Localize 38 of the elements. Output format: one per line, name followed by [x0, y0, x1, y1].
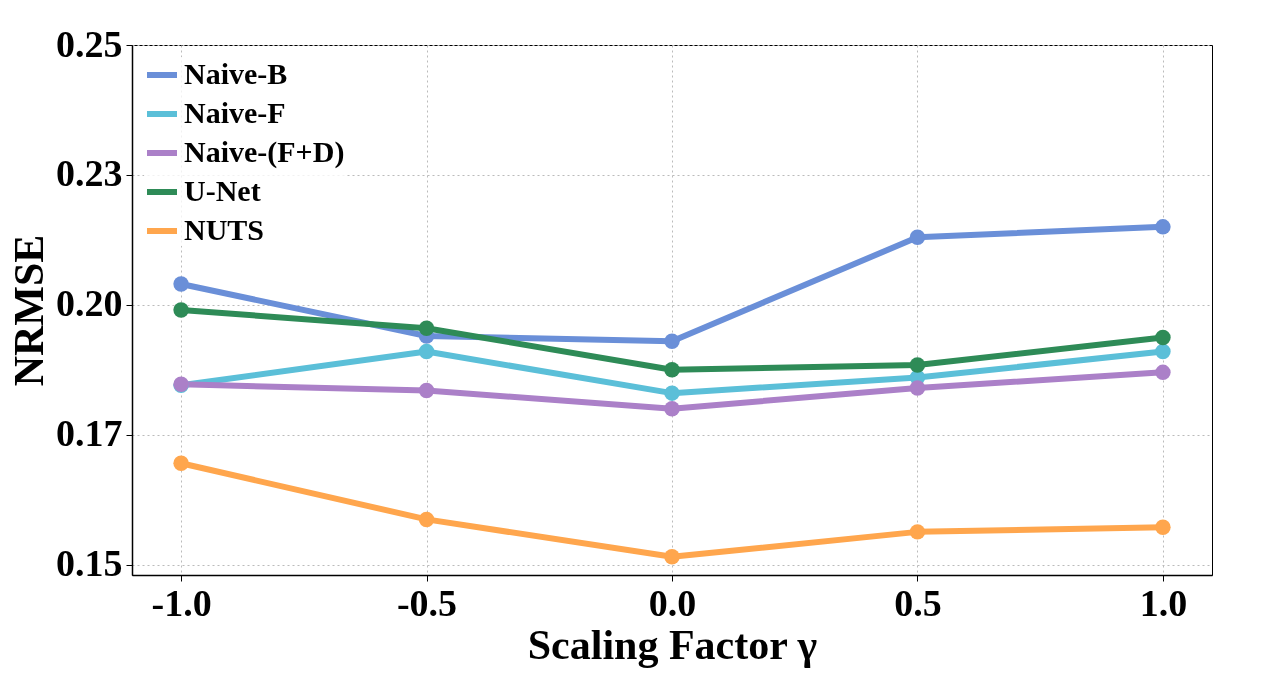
point — [1155, 364, 1171, 381]
x-tick-label: -1.0 — [151, 581, 212, 624]
point — [909, 357, 926, 373]
point — [664, 362, 680, 378]
point — [909, 229, 926, 245]
y-tick-label: 0.20 — [56, 282, 123, 325]
point — [909, 380, 926, 396]
point — [173, 302, 189, 318]
point — [909, 524, 926, 540]
x-tick-label: 0.0 — [648, 581, 697, 624]
point — [418, 382, 435, 399]
point — [664, 333, 680, 349]
point — [1155, 219, 1171, 235]
x-tick-label: 1.0 — [1139, 581, 1188, 624]
y-tick-label: 0.17 — [56, 412, 123, 455]
y-tick-label: 0.23 — [56, 152, 123, 195]
legend-label: Naive-F — [184, 96, 286, 129]
legend-label: U-Net — [184, 174, 261, 207]
x-axis-title: Scaling Factor γ — [527, 621, 818, 668]
legend-label: Naive-B — [184, 57, 288, 90]
point — [418, 320, 435, 336]
point — [664, 400, 680, 417]
point — [664, 385, 680, 401]
point — [664, 549, 680, 565]
x-tick-label: 0.5 — [894, 581, 942, 624]
point — [1155, 343, 1171, 360]
point — [418, 511, 435, 528]
point — [418, 343, 435, 360]
point — [1155, 519, 1171, 535]
x-tick-label: -0.5 — [396, 581, 458, 624]
y-tick-label: 0.15 — [56, 542, 123, 585]
y-axis-title: NRMSE — [6, 234, 52, 387]
point — [173, 276, 189, 292]
point — [1155, 329, 1171, 346]
legend-label: NUTS — [184, 213, 265, 246]
legend-label: Naive-(F+D) — [184, 135, 345, 169]
point — [173, 455, 189, 472]
y-tick-label: 0.25 — [56, 22, 123, 65]
